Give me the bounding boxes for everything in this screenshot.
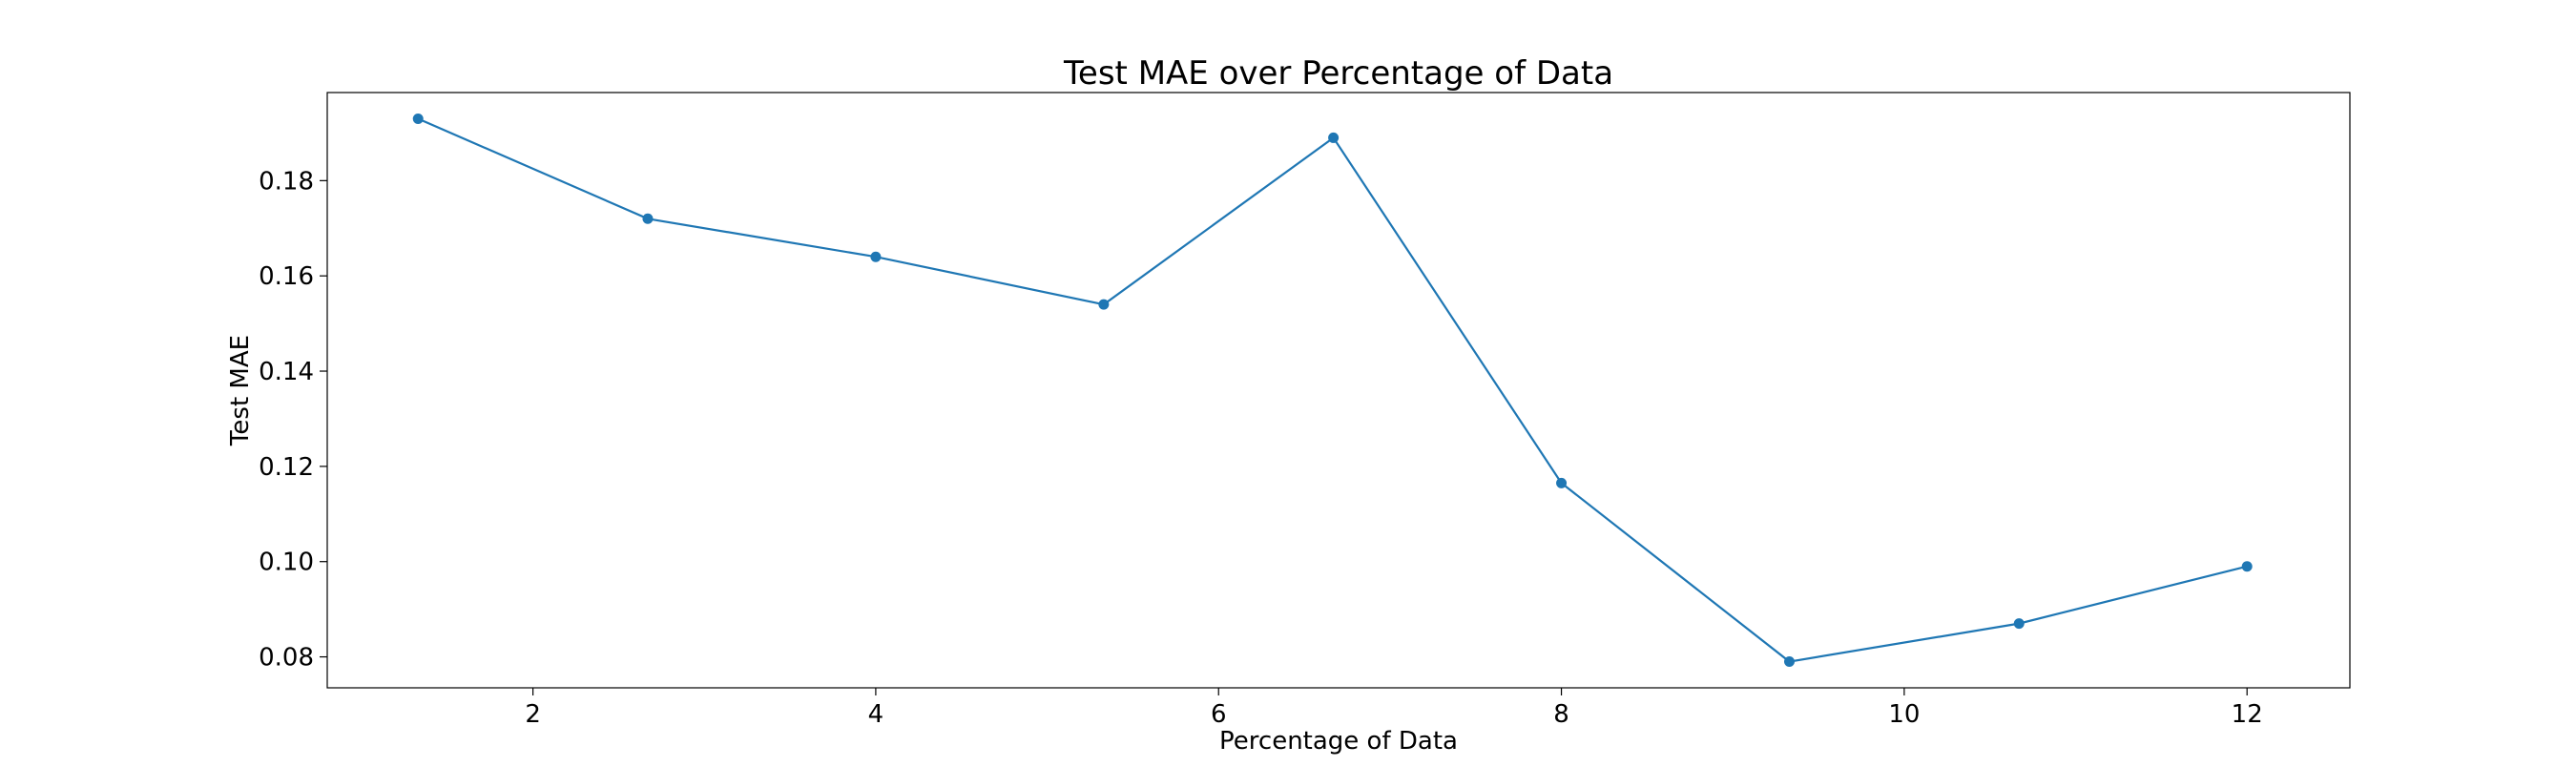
y-tick-label: 0.10	[259, 549, 314, 577]
x-axis-label: Percentage of Data	[1219, 727, 1458, 756]
x-tick-label: 6	[1211, 700, 1227, 729]
data-point	[642, 213, 654, 224]
data-point	[1328, 132, 1340, 143]
data-point	[1098, 299, 1110, 310]
y-tick-label: 0.12	[259, 453, 314, 482]
data-point	[2241, 561, 2253, 572]
x-tick-label: 8	[1553, 700, 1569, 729]
y-tick-label: 0.08	[259, 644, 314, 673]
x-tick-label: 2	[525, 700, 541, 729]
chart-title: Test MAE over Percentage of Data	[1063, 54, 1613, 93]
x-tick-label: 10	[1888, 700, 1920, 729]
plot-layer: 2 4 6 8 10 12 0.08 0.10 0.12 0.14 0.16 0.18	[259, 113, 2263, 729]
y-axis-label: Test MAE	[226, 335, 255, 446]
data-point	[2013, 618, 2025, 630]
data-point	[870, 251, 882, 262]
y-tick-label: 0.14	[259, 358, 314, 386]
plot-frame	[326, 92, 2351, 689]
y-tick-label: 0.18	[259, 167, 314, 196]
x-tick-label: 4	[868, 700, 884, 729]
data-point	[1784, 656, 1796, 668]
data-point	[1556, 477, 1568, 488]
data-point	[412, 113, 424, 124]
y-tick-label: 0.16	[259, 262, 314, 291]
x-tick-label: 12	[2232, 700, 2263, 729]
